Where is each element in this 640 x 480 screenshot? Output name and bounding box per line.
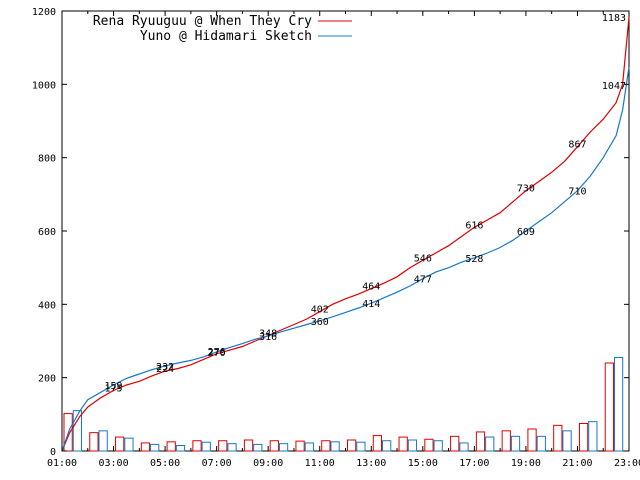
x-tick-label: 03:00 (98, 458, 128, 469)
data-label-series-0: 348 (259, 329, 277, 340)
bar-series-0 (604, 362, 614, 452)
x-tick-label: 07:00 (202, 458, 232, 469)
bar-series-1 (562, 430, 572, 452)
bar-series-1 (175, 445, 186, 452)
x-tick-label: 01:00 (47, 458, 77, 469)
data-labels-layer: 175 224 276 348 402 464 546 616 730 867 1183 159 232… (105, 13, 626, 395)
data-label-series-1: 232 (156, 362, 174, 373)
y-tick-label: 1000 (32, 80, 56, 91)
data-label-series-1: 414 (362, 299, 380, 310)
bar-series-1 (201, 441, 211, 452)
bar-series-1 (536, 435, 546, 452)
bar-series-0 (192, 440, 202, 452)
data-label-series-0: 464 (362, 282, 380, 293)
bar-series-1 (124, 437, 134, 452)
bar-series-1 (407, 439, 418, 452)
bar-series-0 (553, 424, 563, 452)
line-series-0 (61, 17, 630, 452)
bar-series-1 (150, 443, 160, 452)
data-label-series-1: 609 (517, 227, 535, 238)
bar-series-1 (278, 443, 289, 452)
y-tick-label: 1200 (32, 7, 56, 18)
data-label-series-0: 546 (414, 253, 432, 264)
data-label-series-0: 616 (465, 220, 483, 231)
y-tick-label: 0 (50, 447, 56, 458)
bar-series-0 (269, 440, 279, 452)
bar-series-1 (613, 357, 624, 452)
bar-series-0 (475, 431, 486, 452)
plot-frame (61, 10, 630, 452)
data-label-series-0: 1183 (602, 13, 626, 24)
bar-series-0 (527, 428, 537, 452)
line-series-1 (61, 67, 630, 452)
bar-series-0 (398, 436, 408, 452)
bar-series-0 (450, 435, 460, 452)
bars-layer (63, 357, 624, 452)
x-tick-label: 17:00 (459, 458, 489, 469)
data-label-series-1: 477 (414, 275, 432, 286)
bar-series-0 (372, 435, 383, 452)
bar-series-1 (382, 440, 392, 452)
legend-label-0: Rena Ryuuguu @ When They Cry (93, 14, 312, 29)
data-label-series-1: 159 (105, 381, 123, 392)
legend: Rena Ryuuguu @ When They Cry Yuno @ Hida… (93, 14, 352, 44)
bar-series-1 (253, 443, 263, 452)
data-label-series-1: 316 (259, 332, 277, 343)
bar-series-0 (115, 436, 125, 452)
bar-series-0 (166, 441, 176, 452)
x-tick-label: 09:00 (253, 458, 283, 469)
x-tick-label: 05:00 (150, 458, 180, 469)
bar-series-1 (227, 443, 237, 452)
data-label-series-1: 270 (208, 348, 226, 359)
data-label-series-0: 867 (568, 140, 586, 151)
bar-series-1 (98, 430, 108, 452)
x-tick-label: 15:00 (408, 458, 438, 469)
bar-series-0 (321, 440, 331, 452)
data-label-series-1: 1047 (602, 81, 626, 92)
y-tick-label: 800 (38, 154, 56, 165)
bar-series-0 (501, 430, 511, 452)
data-label-series-1: 360 (311, 317, 329, 328)
bar-series-1 (510, 435, 521, 452)
bar-series-1 (72, 410, 82, 452)
data-label-series-0: 175 (105, 384, 123, 395)
bar-series-0 (578, 423, 589, 452)
bar-series-1 (330, 441, 340, 452)
bar-series-1 (459, 442, 469, 452)
data-label-series-1: 710 (568, 187, 586, 198)
bar-series-1 (356, 441, 366, 452)
y-tick-label: 200 (38, 374, 56, 385)
bar-series-0 (243, 439, 254, 452)
y-tick-label: 600 (38, 227, 56, 238)
bar-series-0 (424, 438, 434, 452)
bar-series-0 (89, 432, 99, 452)
bar-series-0 (347, 439, 357, 452)
axes-layer: 01:00 03:00 05:00 07:00 09:00 11:00 13:00 15:00… (32, 7, 640, 469)
x-tick-label: 13:00 (356, 458, 386, 469)
bar-series-0 (295, 440, 305, 452)
bar-series-1 (433, 440, 443, 452)
data-label-series-0: 402 (311, 305, 329, 316)
data-label-series-1: 528 (465, 254, 483, 265)
lines-layer (61, 17, 630, 452)
bar-series-1 (485, 436, 495, 452)
data-label-series-0: 224 (156, 364, 174, 375)
bar-series-1 (304, 442, 314, 452)
bar-series-0 (218, 440, 228, 452)
bar-series-0 (140, 442, 151, 452)
x-tick-label: 19:00 (511, 458, 541, 469)
data-label-series-0: 276 (208, 347, 226, 358)
x-tick-label: 23:00 (614, 458, 640, 469)
data-label-series-0: 730 (517, 184, 535, 195)
x-tick-label: 21:00 (562, 458, 592, 469)
y-tick-label: 400 (38, 300, 56, 311)
bar-series-0 (63, 413, 73, 452)
bar-series-1 (588, 421, 598, 452)
legend-label-1: Yuno @ Hidamari Sketch (140, 29, 312, 44)
x-tick-label: 11:00 (305, 458, 335, 469)
